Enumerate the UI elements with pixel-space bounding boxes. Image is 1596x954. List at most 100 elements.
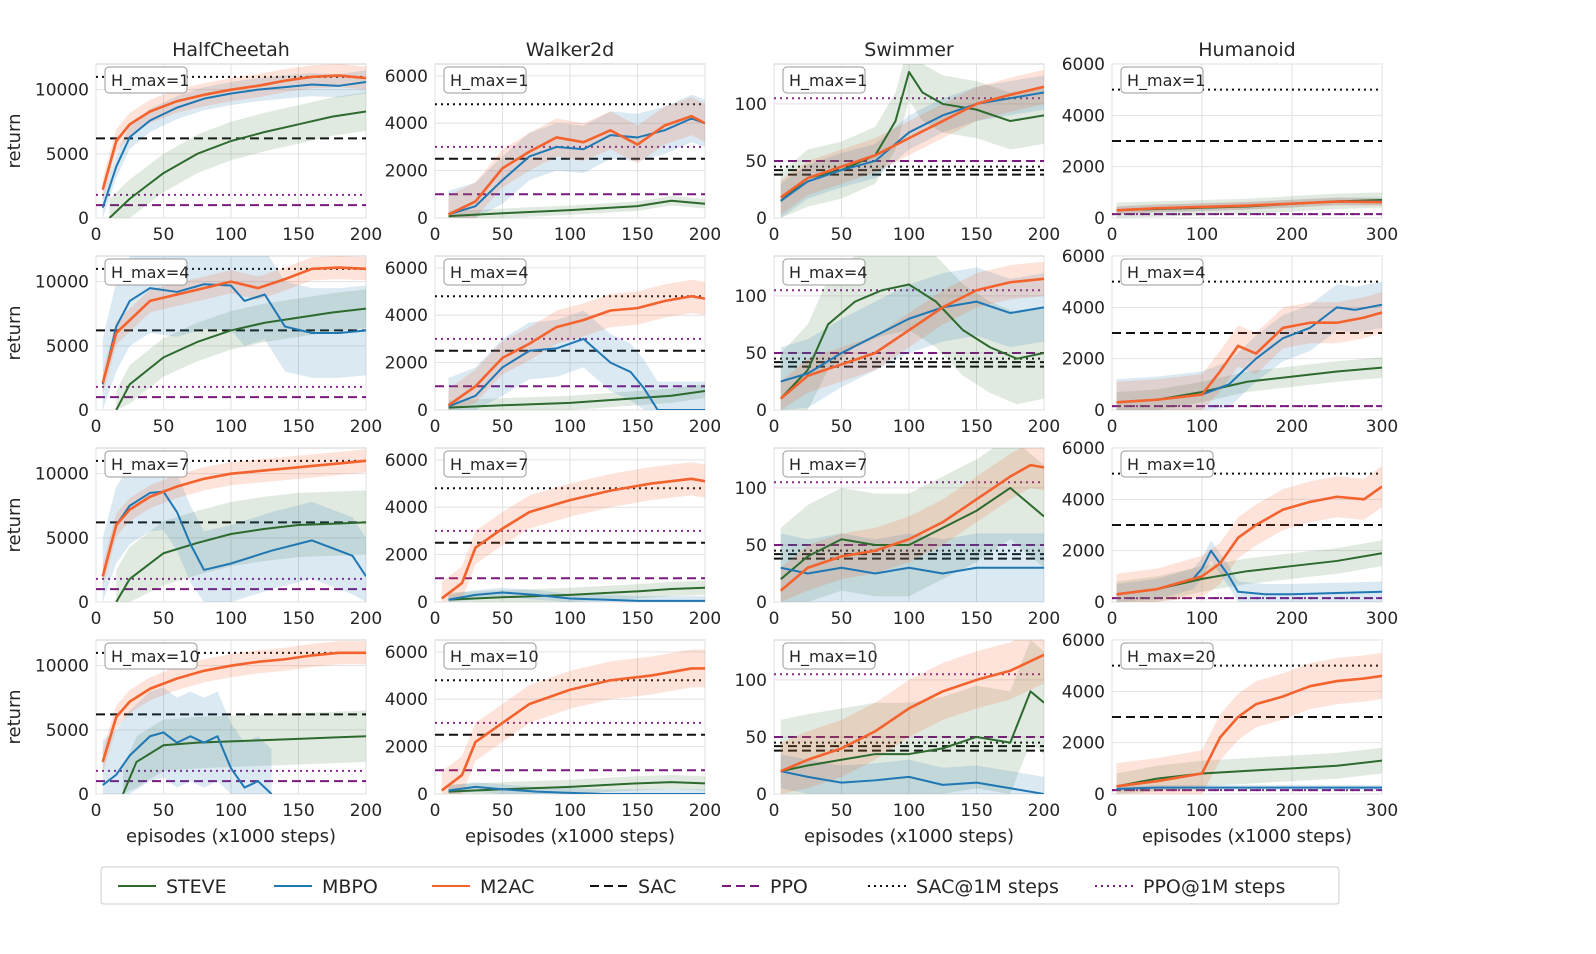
legend-label: STEVE	[166, 876, 227, 898]
y-tick-label: 4000	[1062, 682, 1105, 702]
mbpo-line	[780, 300, 1044, 383]
y-tick-label: 100	[735, 287, 767, 307]
m2ac-line	[1116, 485, 1382, 596]
m2ac-band	[441, 462, 705, 602]
x-axis-label: episodes (x1000 steps)	[804, 826, 1014, 847]
plot-marks	[1112, 280, 1382, 410]
y-tick-label: 50	[745, 536, 767, 556]
y-tick-label: 0	[756, 785, 767, 805]
x-tick-label: 0	[769, 417, 780, 437]
y-tick-label: 0	[78, 401, 89, 421]
hmax-box	[782, 450, 866, 478]
y-tick-label: 0	[1094, 785, 1105, 805]
m2ac-band	[1116, 652, 1382, 794]
plot-marks	[435, 649, 705, 794]
x-tick-label: 150	[621, 417, 653, 437]
y-tick-label: 2000	[385, 354, 428, 374]
mbpo-line	[102, 731, 273, 794]
m2ac-line	[447, 294, 705, 407]
y-tick-label: 5000	[46, 529, 89, 549]
panel-swimmer-row4: 0 50 100 150 200 0 50 100 H_max=10 episodes (x100…	[735, 639, 1060, 847]
legend-frame	[100, 866, 1340, 905]
column-title: Swimmer	[864, 39, 954, 61]
x-tick-label: 200	[350, 225, 382, 245]
x-tick-label: 50	[153, 417, 175, 437]
m2ac-band	[780, 69, 1044, 215]
y-tick-label: 4000	[1062, 490, 1105, 510]
steve-line	[780, 283, 1044, 400]
x-tick-label: 100	[893, 609, 925, 629]
x-tick-label: 150	[960, 225, 992, 245]
panel-humanoid-row3: 0 100 200 300 0 2000 4000 6000 H_max=10	[1062, 439, 1398, 629]
y-tick-label: 50	[745, 152, 767, 172]
steve-line	[1116, 759, 1382, 788]
x-tick-label: 100	[1186, 609, 1218, 629]
hmax-box	[104, 258, 188, 286]
y-tick-label: 10000	[35, 465, 89, 485]
m2ac-band	[102, 64, 366, 202]
x-tick-label: 50	[831, 801, 853, 821]
mbpo-line	[448, 785, 705, 794]
y-axis-label: return	[4, 689, 25, 744]
hmax-box	[1120, 66, 1204, 94]
y-tick-label: 0	[78, 209, 89, 229]
steve-line	[780, 486, 1044, 580]
plot-marks	[774, 64, 1044, 218]
legend: STEVE MBPO M2AC SAC PPO SAC@1M steps PPO@1M st…	[100, 866, 1340, 905]
mbpo-line	[448, 337, 705, 410]
x-tick-label: 150	[621, 801, 653, 821]
plot-marks	[435, 462, 705, 602]
hmax-label: H_max=4	[450, 263, 528, 283]
x-tick-label: 0	[91, 417, 102, 437]
x-tick-label: 300	[1366, 225, 1398, 245]
x-tick-label: 100	[893, 801, 925, 821]
x-tick-label: 100	[554, 801, 586, 821]
m2ac-line	[1116, 311, 1382, 404]
hmax-label: H_max=1	[111, 71, 189, 91]
x-axis-label: episodes (x1000 steps)	[465, 826, 675, 847]
steve-line	[448, 390, 705, 409]
y-tick-label: 0	[1094, 209, 1105, 229]
steve-band	[780, 256, 1044, 410]
x-tick-label: 100	[554, 225, 586, 245]
y-tick-label: 50	[745, 344, 767, 364]
x-tick-label: 300	[1366, 417, 1398, 437]
panel-humanoid-row2: 0 100 200 300 0 2000 4000 6000 H_max=4	[1062, 247, 1398, 437]
hmax-box	[104, 642, 198, 670]
x-tick-label: 200	[689, 417, 721, 437]
steve-band	[780, 640, 1044, 794]
plot-marks	[774, 448, 1044, 602]
y-tick-label: 4000	[1062, 106, 1105, 126]
x-tick-label: 0	[1107, 609, 1118, 629]
mbpo-line	[780, 566, 1044, 575]
mbpo-line	[780, 770, 1044, 794]
x-tick-label: 0	[1107, 417, 1118, 437]
hmax-box	[782, 642, 876, 670]
x-tick-label: 200	[1028, 417, 1060, 437]
x-tick-label: 200	[350, 801, 382, 821]
x-tick-label: 0	[769, 801, 780, 821]
x-tick-label: 50	[831, 609, 853, 629]
y-tick-label: 2000	[1062, 350, 1105, 370]
y-tick-label: 100	[735, 671, 767, 691]
panel-swimmer-row3: 0 50 100 150 200 0 50 100 H_max=7	[735, 447, 1060, 629]
hmax-label: H_max=4	[1127, 263, 1205, 283]
mbpo-band	[1116, 540, 1382, 602]
y-tick-label: 0	[417, 593, 428, 613]
y-tick-label: 0	[78, 593, 89, 613]
x-tick-label: 50	[492, 225, 514, 245]
m2ac-band	[102, 641, 366, 774]
x-tick-label: 50	[153, 609, 175, 629]
x-tick-label: 0	[91, 801, 102, 821]
hmax-label: H_max=1	[789, 71, 867, 91]
x-tick-label: 100	[554, 417, 586, 437]
x-tick-label: 50	[153, 801, 175, 821]
panel-swimmer-row1: 0 50 100 150 200 0 50 100 H_max=1 Swimmer	[735, 39, 1061, 245]
y-tick-label: 4000	[385, 306, 428, 326]
x-tick-label: 200	[689, 225, 721, 245]
hmax-label: H_max=10	[111, 647, 200, 667]
plot-marks	[96, 64, 366, 218]
